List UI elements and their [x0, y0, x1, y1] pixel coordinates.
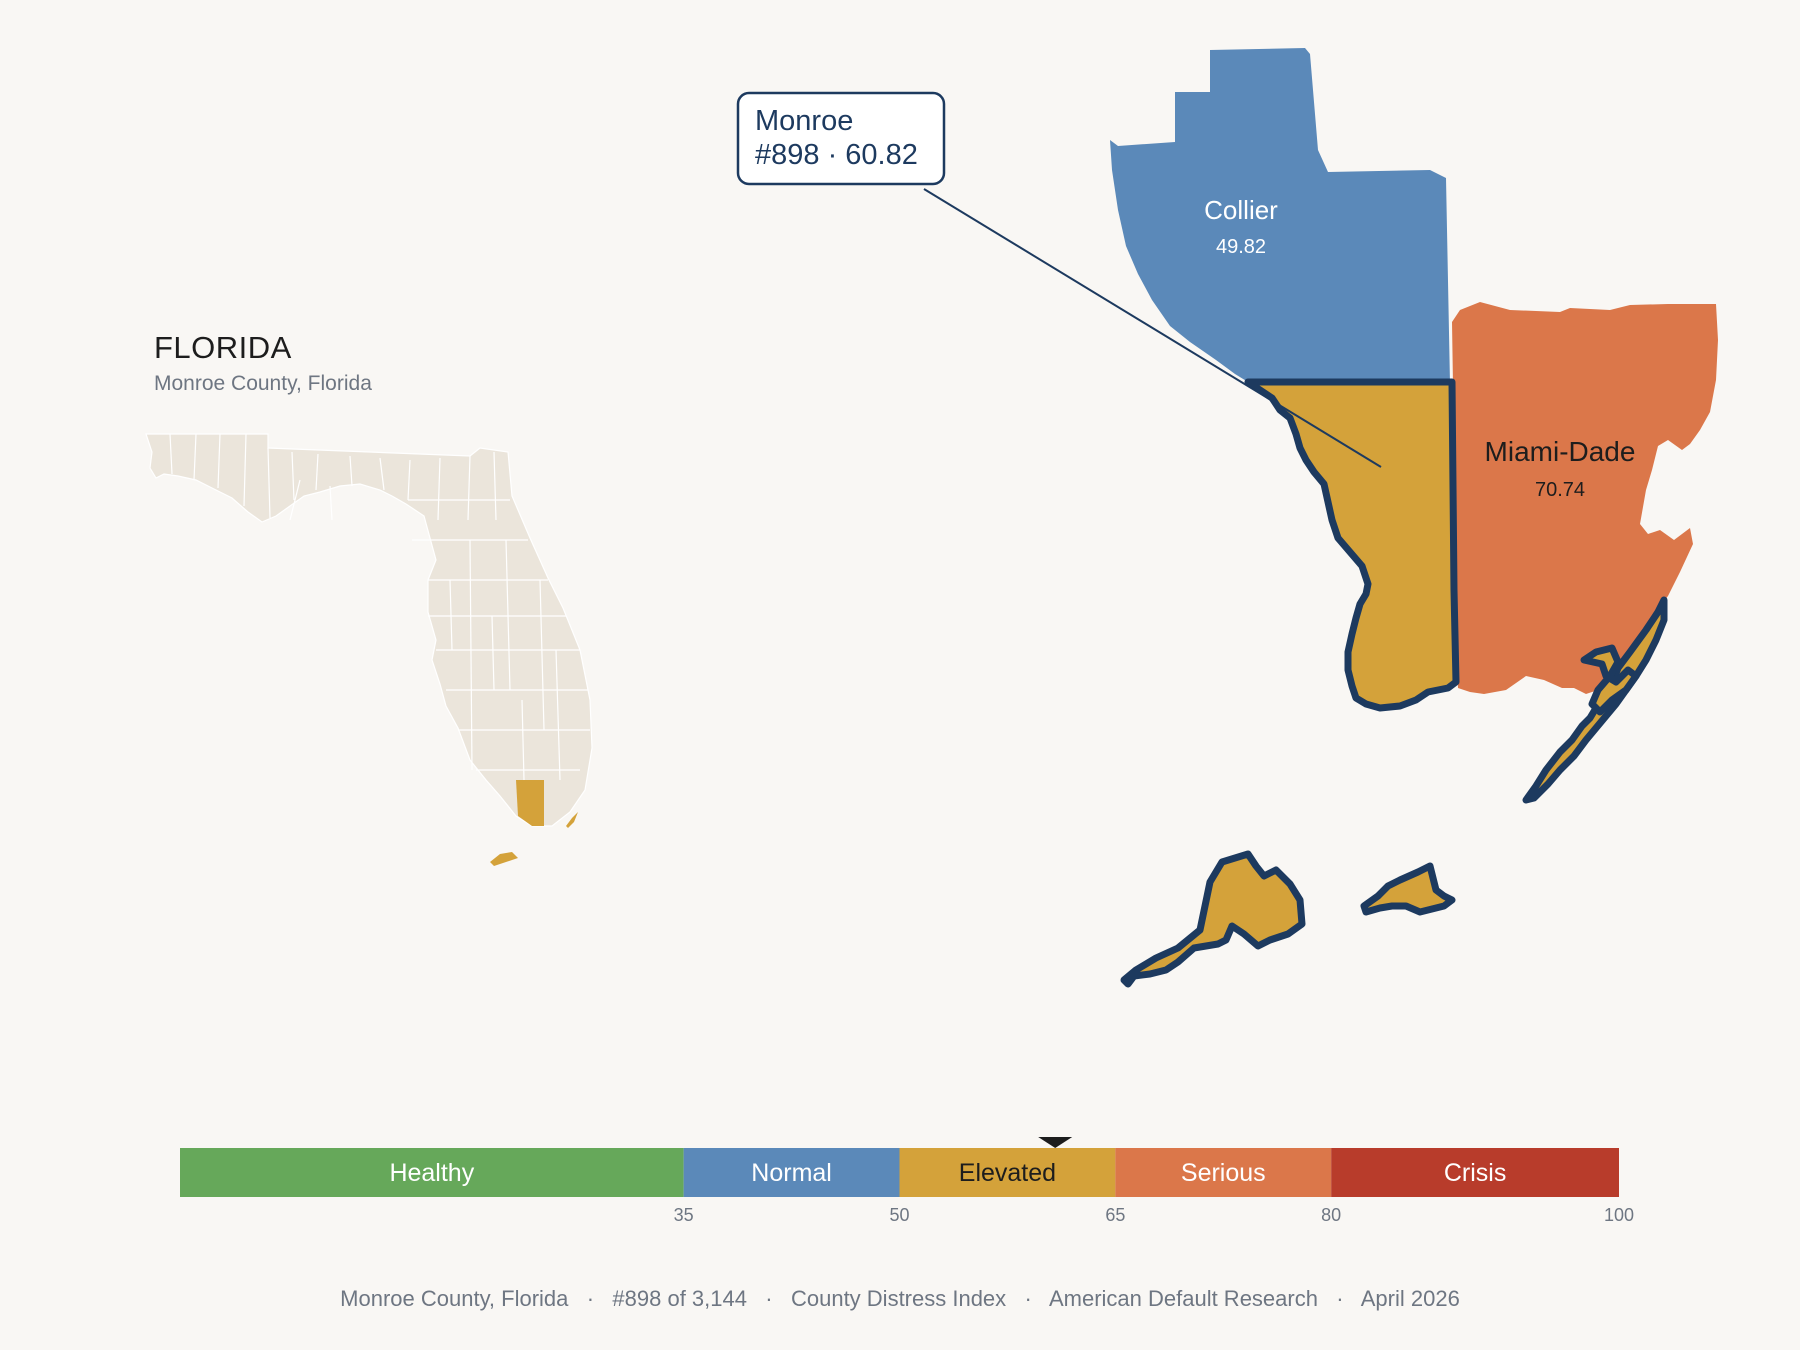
scale-tick-100: 100: [1604, 1205, 1634, 1225]
scale-label-healthy: Healthy: [389, 1159, 474, 1187]
monroe-lower-keys: [1360, 862, 1456, 916]
florida-state-shape: [145, 433, 593, 827]
callout-county-name: Monroe: [755, 105, 853, 137]
callout-box: [736, 91, 946, 186]
distress-scale-legend: Healthy Normal Elevated Serious Crisis 35 50 65…: [180, 1137, 1634, 1225]
footer-credits: Monroe County, Florida · #898 of 3,144 ·…: [340, 1286, 1460, 1311]
scale-tick-50: 50: [889, 1205, 909, 1225]
monroe-key-west-cluster: [1120, 850, 1306, 988]
locator-monroe-highlight: [516, 780, 544, 826]
collier-value: 49.82: [1216, 236, 1266, 258]
county-detail-map: Collier 49.82 Miami-Dade 70.74 Monroe #8…: [736, 48, 1718, 988]
scale-marker-icon: [1038, 1137, 1073, 1148]
callout-leader-line: [923, 188, 1382, 468]
scale-tick-80: 80: [1321, 1205, 1341, 1225]
monroe-key-largo-hook: [1580, 644, 1640, 716]
scale-label-crisis: Crisis: [1444, 1159, 1507, 1187]
scale-band-serious: [1115, 1148, 1332, 1197]
locator-keys: [490, 852, 518, 866]
scale-band-healthy: [180, 1148, 684, 1197]
locator-upper-keys: [566, 812, 578, 828]
monroe-county-mainland: [1244, 378, 1460, 712]
scale-band-crisis: [1331, 1148, 1619, 1197]
florida-locator-map: [145, 433, 593, 866]
miami-dade-value: 70.74: [1535, 479, 1585, 501]
collier-label: Collier: [1204, 195, 1278, 225]
scale-label-serious: Serious: [1181, 1159, 1266, 1187]
scale-tick-35: 35: [674, 1205, 694, 1225]
collier-county: [1110, 48, 1450, 384]
scale-label-elevated: Elevated: [959, 1159, 1056, 1187]
scale-band-normal: [683, 1148, 900, 1197]
state-title: FLORIDA: [154, 330, 292, 365]
miami-dade-label: Miami-Dade: [1485, 436, 1636, 467]
county-boundaries: [169, 433, 590, 781]
miami-dade-county: [1452, 302, 1718, 694]
callout-rank-value: #898 · 60.82: [755, 139, 918, 171]
scale-label-normal: Normal: [751, 1159, 832, 1187]
scale-band-elevated: [899, 1148, 1116, 1197]
scale-tick-65: 65: [1105, 1205, 1125, 1225]
state-subtitle: Monroe County, Florida: [154, 372, 372, 395]
